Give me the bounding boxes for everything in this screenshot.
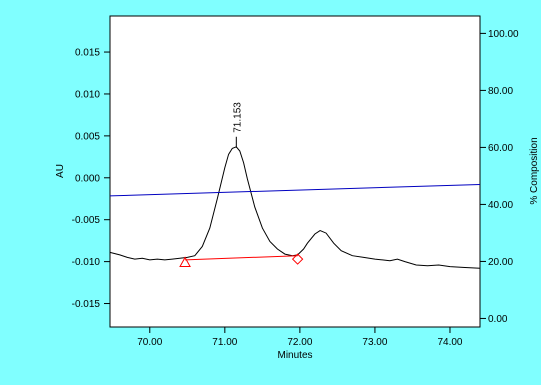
series-layer xyxy=(109,146,481,269)
y-tick-label: -0.015 xyxy=(72,299,101,310)
peak-start-triangle xyxy=(179,256,191,267)
peak-end-diamond xyxy=(291,253,304,265)
y-tick-label: 0.000 xyxy=(75,173,100,184)
y-tick-label: -0.010 xyxy=(72,257,101,268)
y-axis-label: AU xyxy=(55,164,66,178)
x-tick-label: 73.00 xyxy=(362,337,387,348)
x-tick-label: 71.00 xyxy=(212,337,237,348)
y-tick-label: -0.005 xyxy=(72,215,101,226)
x-axis-ticks: 70.00 71.00 72.00 73.00 74.00 xyxy=(137,327,463,348)
y2-tick-label: 80.00 xyxy=(488,86,513,97)
plot-area xyxy=(109,15,481,328)
x-tick-label: 72.00 xyxy=(287,337,312,348)
baseline-line xyxy=(185,255,298,261)
y2-axis-ticks: 0.00 20.00 40.00 60.00 80.00 100.00 xyxy=(480,29,519,325)
y2-tick-label: 20.00 xyxy=(488,257,513,268)
y2-tick-label: 60.00 xyxy=(488,143,513,154)
trace-line xyxy=(109,146,481,269)
composition-line xyxy=(109,184,481,197)
y-tick-label: 0.005 xyxy=(75,131,100,142)
marker-layer xyxy=(179,253,304,267)
x-axis-label: Minutes xyxy=(277,350,312,361)
y-axis-ticks: -0.015 -0.010 -0.005 0.000 0.005 0.010 0.015 xyxy=(72,48,110,310)
x-tick-label: 70.00 xyxy=(137,337,162,348)
y2-tick-label: 100.00 xyxy=(488,29,519,40)
y-tick-label: 0.015 xyxy=(75,48,100,59)
y2-axis-label: % Composition xyxy=(529,137,540,204)
x-tick-label: 74.00 xyxy=(437,337,462,348)
y2-tick-label: 40.00 xyxy=(488,200,513,211)
y2-tick-label: 0.00 xyxy=(488,314,508,325)
y-tick-label: 0.010 xyxy=(75,89,100,100)
peak-label: 71.153 xyxy=(232,102,243,133)
